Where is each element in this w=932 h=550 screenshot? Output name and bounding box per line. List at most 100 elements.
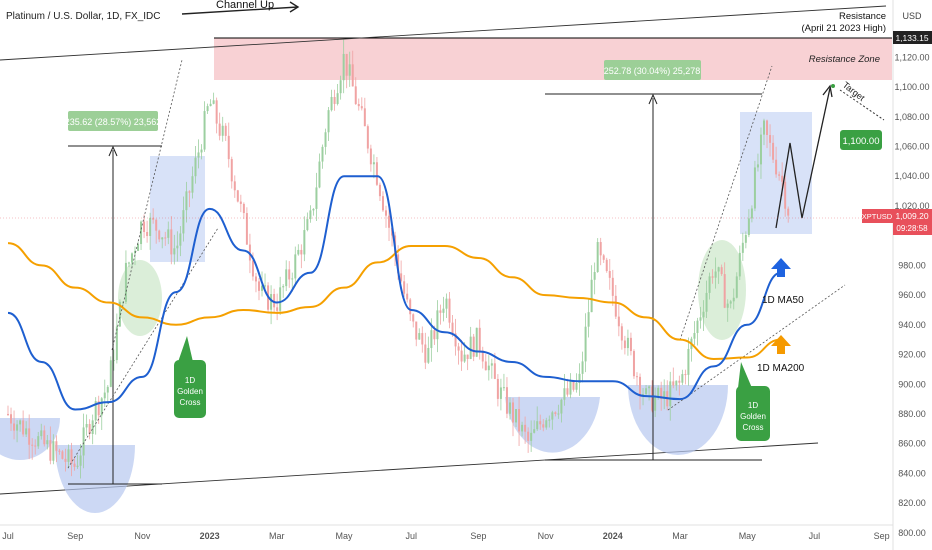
candle-body bbox=[766, 120, 769, 135]
candle-body bbox=[775, 159, 778, 175]
candle-body bbox=[333, 97, 336, 104]
candle-body bbox=[91, 420, 94, 434]
candle-body bbox=[324, 132, 327, 147]
golden-cross-1-line2: Golden bbox=[177, 387, 203, 396]
candle-body bbox=[723, 274, 726, 308]
candle-body bbox=[557, 413, 560, 415]
candle-body bbox=[378, 184, 381, 197]
candle-body bbox=[143, 221, 146, 232]
candle-body bbox=[19, 420, 22, 425]
y-tick-label: 1,080.00 bbox=[894, 112, 929, 122]
candle-body bbox=[351, 64, 354, 87]
candle-body bbox=[339, 80, 342, 94]
candle-body bbox=[442, 308, 445, 313]
candle-body bbox=[424, 344, 427, 363]
candle-body bbox=[508, 402, 511, 414]
candle-body bbox=[28, 428, 31, 445]
candle-body bbox=[747, 218, 750, 236]
candle-body bbox=[276, 307, 279, 311]
candle-body bbox=[436, 310, 439, 340]
candle-body bbox=[155, 219, 158, 231]
candle-body bbox=[487, 365, 490, 371]
y-tick-label: 1,120.00 bbox=[894, 52, 929, 62]
y-tick-label: 820.00 bbox=[898, 498, 926, 508]
x-tick-label: 2024 bbox=[603, 531, 623, 541]
rising-trendline-4 bbox=[679, 65, 773, 341]
candle-body bbox=[493, 363, 496, 379]
y-tick-label: 880.00 bbox=[898, 409, 926, 419]
candle-body bbox=[717, 267, 720, 272]
candle-body bbox=[100, 398, 103, 416]
candle-body bbox=[109, 360, 112, 387]
candle-body bbox=[94, 401, 97, 421]
candle-body bbox=[273, 294, 276, 308]
x-tick-label: Mar bbox=[269, 531, 285, 541]
candle-body bbox=[52, 441, 55, 461]
candle-body bbox=[140, 221, 143, 245]
candle-body bbox=[608, 271, 611, 278]
x-tick-label: May bbox=[739, 531, 757, 541]
candle-body bbox=[230, 159, 233, 182]
rising-trendline-3 bbox=[667, 284, 846, 411]
x-tick-label: Sep bbox=[874, 531, 890, 541]
candle-body bbox=[82, 427, 85, 456]
candle-body bbox=[599, 242, 602, 256]
candle-body bbox=[769, 134, 772, 143]
resistance-title: Resistance bbox=[839, 11, 886, 22]
candle-body bbox=[726, 303, 729, 308]
candle-body bbox=[76, 465, 79, 467]
candle-body bbox=[699, 317, 702, 321]
candle-body bbox=[545, 420, 548, 428]
candle-body bbox=[778, 174, 781, 176]
candle-body bbox=[7, 413, 9, 415]
candle-body bbox=[708, 276, 711, 293]
x-tick-label: May bbox=[335, 531, 353, 541]
candle-body bbox=[31, 444, 34, 446]
candle-body bbox=[233, 181, 236, 191]
candle-body bbox=[43, 430, 46, 445]
ma200-line bbox=[7, 242, 781, 360]
candle-body bbox=[593, 272, 596, 280]
candle-body bbox=[421, 333, 424, 345]
candle-body bbox=[164, 237, 167, 239]
target-value-box bbox=[840, 130, 882, 150]
candle-body bbox=[115, 326, 118, 361]
candle-body bbox=[285, 269, 288, 287]
candle-body bbox=[197, 152, 200, 158]
y-tick-label: 800.00 bbox=[898, 528, 926, 538]
candle-body bbox=[475, 327, 478, 357]
candle-body bbox=[457, 346, 460, 351]
candle-body bbox=[67, 449, 70, 462]
measure-arrow-1-head bbox=[108, 145, 118, 157]
candle-body bbox=[669, 381, 672, 407]
candle-body bbox=[651, 386, 654, 411]
candle-body bbox=[173, 248, 176, 255]
candle-body bbox=[185, 191, 188, 211]
candle-body bbox=[617, 316, 620, 327]
candle-body bbox=[37, 436, 40, 447]
candle-body bbox=[696, 320, 699, 333]
candle-body bbox=[660, 387, 663, 399]
high-price-value: 1,133.15 bbox=[895, 33, 928, 43]
candle-body bbox=[735, 276, 738, 298]
x-tick-label: Jul bbox=[2, 531, 14, 541]
candle-body bbox=[106, 386, 109, 393]
target-pointer bbox=[839, 89, 885, 121]
candle-body bbox=[124, 262, 127, 302]
y-axis-ticks: 1,120.00 1,100.00 1,080.00 1,060.00 1,040.00… bbox=[894, 52, 929, 538]
candle-body bbox=[291, 278, 294, 280]
candle-body bbox=[412, 314, 415, 322]
candle-body bbox=[146, 231, 149, 237]
candle-body bbox=[648, 386, 651, 389]
candle-body bbox=[279, 287, 282, 311]
candle-body bbox=[254, 276, 257, 282]
candle-body bbox=[22, 420, 25, 435]
candle-body bbox=[454, 333, 457, 347]
candle-body bbox=[357, 104, 360, 107]
candle-body bbox=[512, 402, 515, 423]
currency-label[interactable]: USD bbox=[902, 11, 922, 21]
candle-body bbox=[206, 106, 209, 112]
candle-body bbox=[418, 333, 421, 340]
price-scale[interactable] bbox=[893, 0, 932, 550]
